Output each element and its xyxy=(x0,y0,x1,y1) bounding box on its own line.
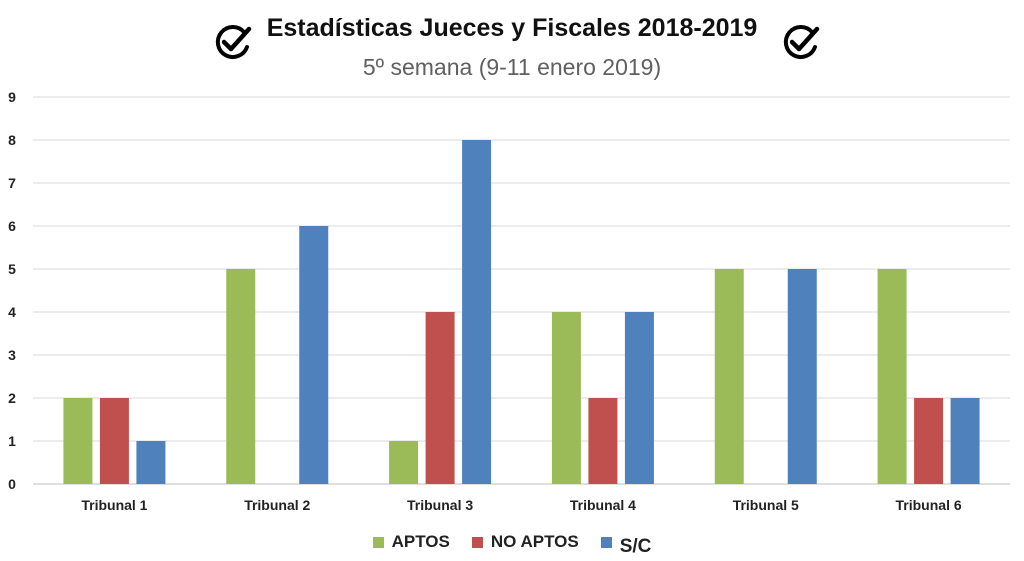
chart-subtitle: 5º semana (9-11 enero 2019) xyxy=(362,54,662,80)
legend-swatch xyxy=(471,536,483,548)
y-tick-label: 2 xyxy=(8,390,16,406)
chart-title: Estadísticas Jueces y Fiscales 2018-2019 xyxy=(266,14,758,42)
y-tick-label: 9 xyxy=(8,89,16,105)
y-tick-label: 5 xyxy=(8,261,16,277)
bar-s-c xyxy=(299,226,329,484)
bar-no-aptos xyxy=(425,312,455,484)
y-tick-label: 0 xyxy=(8,476,16,492)
bar-aptos xyxy=(877,269,907,484)
y-tick-label: 6 xyxy=(8,218,16,234)
legend-item: S/C xyxy=(600,526,652,558)
legend-label: APTOS xyxy=(391,532,450,551)
bar-no-aptos xyxy=(588,398,618,484)
bar-aptos xyxy=(551,312,581,484)
bar-s-c xyxy=(787,269,817,484)
legend-item: NO APTOS xyxy=(471,526,579,558)
bar-s-c xyxy=(950,398,980,484)
legend-label: S/C xyxy=(619,536,652,557)
bar-aptos xyxy=(226,269,256,484)
bar-aptos xyxy=(714,269,744,484)
legend-swatch xyxy=(372,536,384,548)
x-tick-label: Tribunal 4 xyxy=(570,497,636,513)
y-tick-label: 3 xyxy=(8,347,16,363)
bar-aptos xyxy=(63,398,93,484)
x-tick-label: Tribunal 5 xyxy=(733,497,799,513)
bar-aptos xyxy=(389,441,419,484)
check-circle-icon xyxy=(783,25,820,60)
legend-item: APTOS xyxy=(372,526,450,558)
bar-no-aptos xyxy=(914,398,944,484)
bar-no-aptos xyxy=(99,398,129,484)
x-tick-label: Tribunal 1 xyxy=(81,497,147,513)
legend-label: NO APTOS xyxy=(490,532,579,551)
x-tick-label: Tribunal 2 xyxy=(244,497,310,513)
y-tick-label: 7 xyxy=(8,175,16,191)
y-tick-label: 1 xyxy=(8,433,16,449)
x-tick-label: Tribunal 3 xyxy=(407,497,473,513)
legend-swatch xyxy=(600,536,612,548)
y-tick-label: 8 xyxy=(8,132,16,148)
y-tick-label: 4 xyxy=(8,304,16,320)
bar-s-c xyxy=(136,441,166,484)
check-circle-icon xyxy=(215,25,252,60)
chart-legend: APTOS NO APTOS S/C xyxy=(0,526,1024,558)
bar-s-c xyxy=(624,312,654,484)
bar-s-c xyxy=(462,140,492,484)
x-tick-label: Tribunal 6 xyxy=(896,497,962,513)
